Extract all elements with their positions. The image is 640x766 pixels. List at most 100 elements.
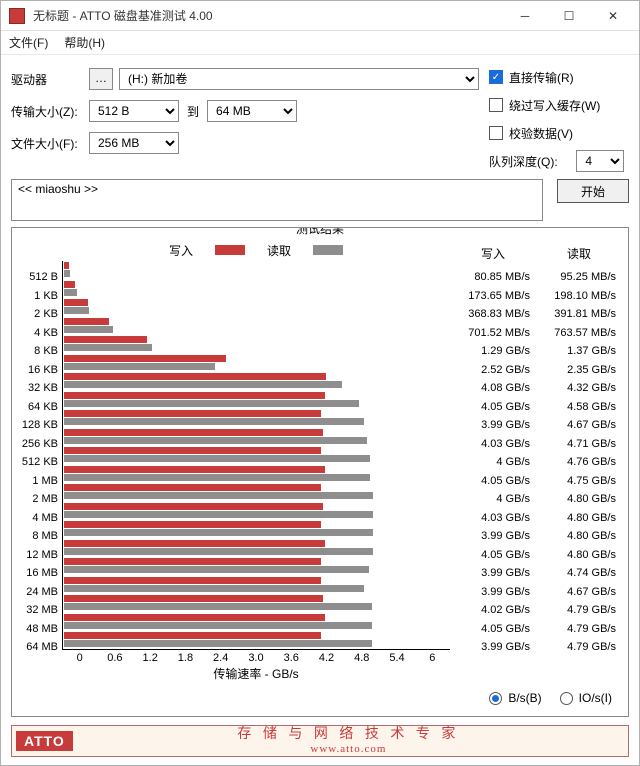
window-title: 无标题 - ATTO 磁盘基准测试 4.00 — [33, 7, 503, 24]
legend-write-swatch — [215, 245, 245, 255]
read-value: 4.76 GB/s — [536, 453, 622, 472]
write-value: 3.99 GB/s — [450, 564, 536, 583]
write-bar — [64, 410, 321, 417]
write-bar — [64, 632, 321, 639]
write-value: 701.52 MB/s — [450, 324, 536, 343]
read-value: 4.80 GB/s — [536, 527, 622, 546]
y-tick-label: 256 KB — [18, 435, 62, 454]
write-value: 4.05 GB/s — [450, 620, 536, 639]
read-bar — [64, 381, 342, 388]
read-bar — [64, 566, 369, 573]
bar-row — [63, 464, 450, 483]
write-bar — [64, 595, 323, 602]
read-bar — [64, 270, 70, 277]
verify-data-checkbox[interactable] — [489, 126, 503, 140]
read-value: 4.74 GB/s — [536, 564, 622, 583]
direct-io-checkbox[interactable]: ✓ — [489, 70, 503, 84]
read-value: 4.75 GB/s — [536, 472, 622, 491]
options-panel: 驱动器 … (H:) 新加卷 传输大小(Z): 512 B 到 64 MB 文件… — [11, 63, 629, 175]
write-bar — [64, 466, 325, 473]
bar-row — [63, 575, 450, 594]
y-tick-label: 64 KB — [18, 398, 62, 417]
menubar: 文件(F) 帮助(H) — [1, 31, 639, 55]
write-value: 3.99 GB/s — [450, 527, 536, 546]
read-value: 4.58 GB/s — [536, 398, 622, 417]
y-tick-label: 8 MB — [18, 527, 62, 546]
write-bar — [64, 355, 226, 362]
read-value: 4.67 GB/s — [536, 416, 622, 435]
write-value: 80.85 MB/s — [450, 268, 536, 287]
read-value: 4.79 GB/s — [536, 638, 622, 657]
read-bar — [64, 418, 364, 425]
write-bar — [64, 503, 323, 510]
y-tick-label: 512 B — [18, 268, 62, 287]
y-tick-label: 4 KB — [18, 324, 62, 343]
y-axis-labels: 512 B1 KB2 KB4 KB8 KB16 KB32 KB64 KB128 … — [18, 240, 62, 682]
write-bar — [64, 336, 147, 343]
write-value: 4.05 GB/s — [450, 398, 536, 417]
close-button[interactable]: ✕ — [591, 2, 635, 30]
read-bar — [64, 344, 152, 351]
write-bar — [64, 540, 325, 547]
chart-legend: 写入 读取 — [62, 240, 450, 261]
menu-help[interactable]: 帮助(H) — [64, 34, 105, 51]
results-title: 测试结果 — [290, 227, 350, 237]
drive-browse-button[interactable]: … — [89, 68, 113, 90]
read-value: 4.79 GB/s — [536, 620, 622, 639]
unit-ios-radio[interactable] — [560, 692, 573, 705]
app-window: 无标题 - ATTO 磁盘基准测试 4.00 ─ ☐ ✕ 文件(F) 帮助(H)… — [0, 0, 640, 766]
write-bar — [64, 484, 321, 491]
verify-data-label: 校验数据(V) — [509, 125, 573, 142]
unit-bs-radio[interactable] — [489, 692, 502, 705]
bar-row — [63, 372, 450, 391]
bar-row — [63, 353, 450, 372]
x-tick: 4.2 — [309, 652, 344, 664]
bar-chart — [62, 261, 450, 651]
bar-row — [63, 298, 450, 317]
minimize-button[interactable]: ─ — [503, 2, 547, 30]
read-value: 4.80 GB/s — [536, 490, 622, 509]
write-bar — [64, 281, 75, 288]
read-bar — [64, 307, 89, 314]
write-value: 4.03 GB/s — [450, 435, 536, 454]
start-button[interactable]: 开始 — [557, 179, 629, 203]
write-bar — [64, 558, 321, 565]
y-tick-label: 1 MB — [18, 472, 62, 491]
bar-row — [63, 594, 450, 613]
read-bar — [64, 492, 373, 499]
menu-file[interactable]: 文件(F) — [9, 34, 48, 51]
titlebar: 无标题 - ATTO 磁盘基准测试 4.00 ─ ☐ ✕ — [1, 1, 639, 31]
bar-row — [63, 483, 450, 502]
bar-row — [63, 446, 450, 465]
read-bar — [64, 289, 77, 296]
legend-read-swatch — [313, 245, 343, 255]
read-bar — [64, 622, 372, 629]
maximize-button[interactable]: ☐ — [547, 2, 591, 30]
transfer-to-select[interactable]: 64 MB — [207, 100, 297, 122]
read-value: 4.71 GB/s — [536, 435, 622, 454]
read-value: 4.67 GB/s — [536, 583, 622, 602]
x-tick: 6 — [415, 652, 450, 664]
write-bar — [64, 447, 321, 454]
bar-row — [63, 409, 450, 428]
transfer-size-label: 传输大小(Z): — [11, 103, 89, 120]
read-value: 4.80 GB/s — [536, 546, 622, 565]
unit-ios-label: IO/s(I) — [579, 691, 612, 705]
y-tick-label: 32 KB — [18, 379, 62, 398]
queue-depth-select[interactable]: 4 — [576, 150, 624, 172]
app-icon — [9, 8, 25, 24]
bar-row — [63, 501, 450, 520]
y-tick-label: 4 MB — [18, 509, 62, 528]
footer-url: www.atto.com — [73, 743, 624, 755]
y-tick-label: 64 MB — [18, 638, 62, 657]
bypass-cache-checkbox[interactable] — [489, 98, 503, 112]
footer-banner: ATTO 存 储 与 网 络 技 术 专 家 www.atto.com — [11, 725, 629, 757]
transfer-from-select[interactable]: 512 B — [89, 100, 179, 122]
file-size-select[interactable]: 256 MB — [89, 132, 179, 154]
description-input[interactable]: << miaoshu >> — [11, 179, 543, 221]
write-bar — [64, 262, 69, 269]
write-value: 3.99 GB/s — [450, 416, 536, 435]
write-value: 1.29 GB/s — [450, 342, 536, 361]
write-value: 4.05 GB/s — [450, 472, 536, 491]
drive-select[interactable]: (H:) 新加卷 — [119, 68, 479, 90]
